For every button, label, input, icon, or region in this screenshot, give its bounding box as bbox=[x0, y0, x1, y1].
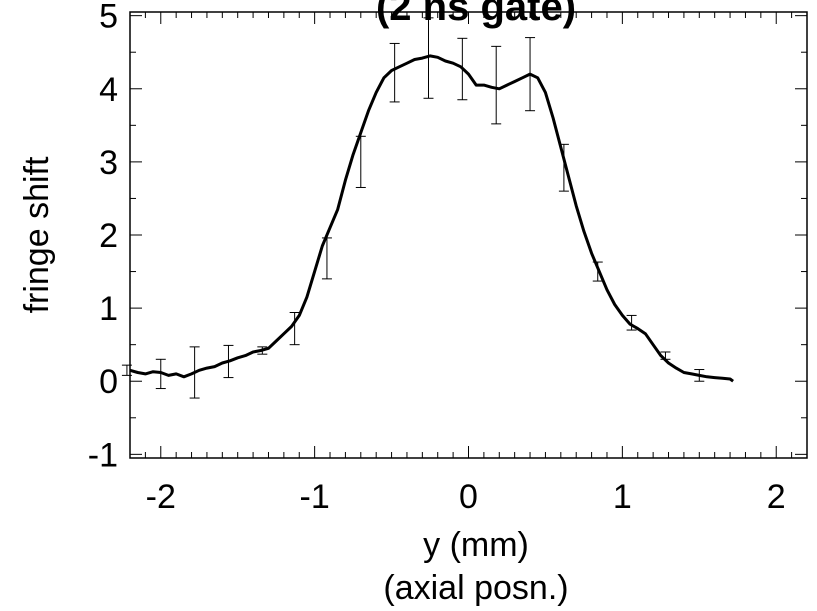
y-tick-label: 4 bbox=[99, 71, 118, 109]
x-tick-label: 1 bbox=[613, 478, 632, 516]
y-tick-label: 3 bbox=[99, 144, 118, 182]
y-tick-label: 1 bbox=[99, 290, 118, 328]
error-bar bbox=[389, 42, 400, 103]
y-tick-label: 5 bbox=[99, 0, 118, 36]
axis-ticks bbox=[129, 12, 808, 458]
x-tick-label: -2 bbox=[146, 478, 176, 516]
tick-labels: -2 -1 0 1 2 -1 0 1 2 3 4 5 bbox=[88, 0, 786, 516]
error-bar bbox=[491, 45, 502, 125]
error-bar bbox=[121, 364, 132, 376]
x-axis-label: y (mm) bbox=[423, 526, 529, 564]
y-tick-label: 2 bbox=[99, 217, 118, 255]
chart-title: (2 ns gate) bbox=[376, 0, 576, 29]
plot-frame bbox=[129, 11, 808, 459]
x-tick-label: -1 bbox=[300, 478, 330, 516]
x-axis-sublabel: (axial posn.) bbox=[383, 569, 568, 607]
fringe-shift-line bbox=[129, 54, 734, 383]
y-axis-label: fringe shift bbox=[18, 156, 56, 313]
y-tick-label: 0 bbox=[99, 363, 118, 401]
error-bar bbox=[626, 314, 637, 331]
error-bar bbox=[289, 312, 300, 346]
x-tick-label: 0 bbox=[459, 478, 478, 516]
x-tick-label: 2 bbox=[767, 478, 786, 516]
error-bar bbox=[423, 17, 434, 99]
error-bars bbox=[121, 17, 705, 399]
y-tick-label: -1 bbox=[88, 436, 118, 474]
